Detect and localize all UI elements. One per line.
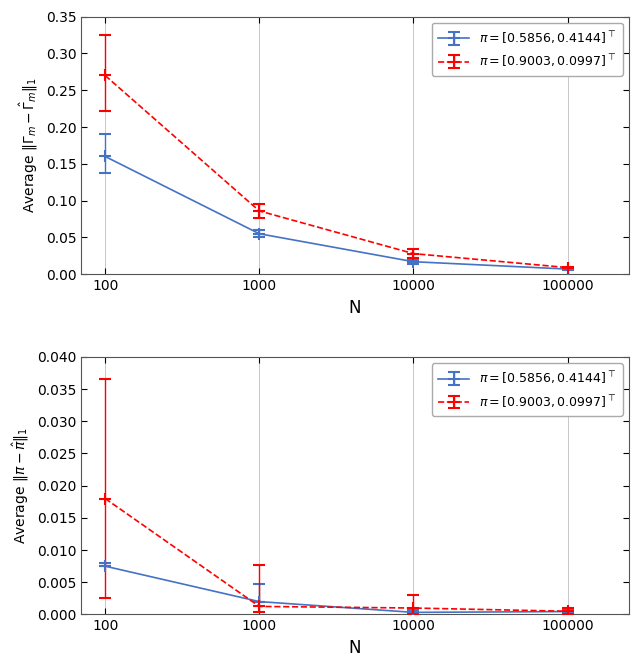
- Legend: $\pi = [0.5856, 0.4144]^{\top}$, $\pi = [0.9003, 0.0997]^{\top}$: $\pi = [0.5856, 0.4144]^{\top}$, $\pi = …: [431, 23, 623, 75]
- X-axis label: N: N: [349, 299, 362, 317]
- Y-axis label: Average $\|\Gamma_m - \hat{\Gamma}_m\|_1$: Average $\|\Gamma_m - \hat{\Gamma}_m\|_1…: [18, 77, 40, 213]
- X-axis label: N: N: [349, 639, 362, 657]
- Legend: $\pi = [0.5856, 0.4144]^{\top}$, $\pi = [0.9003, 0.0997]^{\top}$: $\pi = [0.5856, 0.4144]^{\top}$, $\pi = …: [431, 363, 623, 415]
- Y-axis label: Average $\|\pi - \hat{\pi}\|_1$: Average $\|\pi - \hat{\pi}\|_1$: [11, 427, 31, 544]
